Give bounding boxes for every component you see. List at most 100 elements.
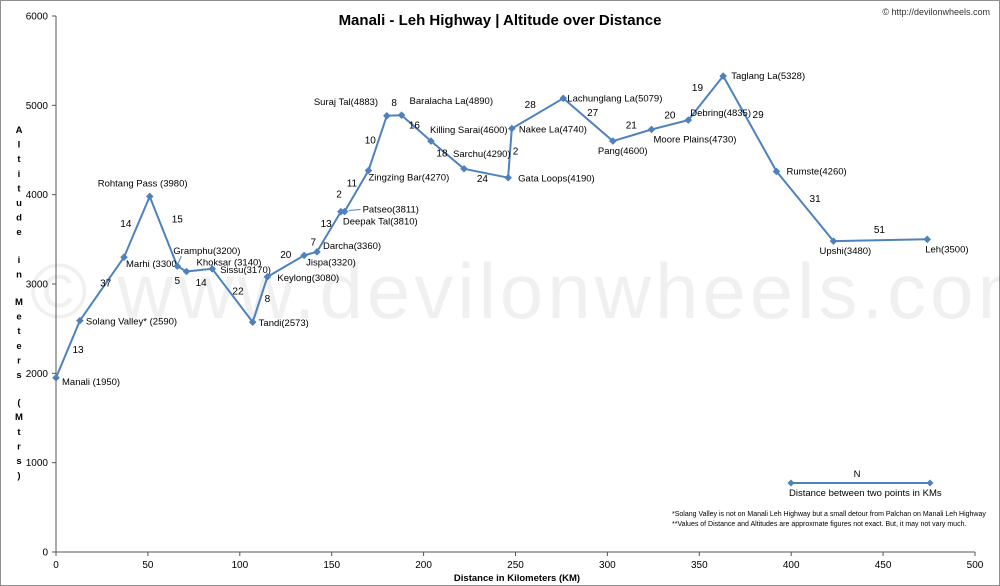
y-axis-label-char: i (18, 169, 21, 180)
data-point-label: Sarchu(4290) (453, 149, 511, 160)
x-tick-label: 300 (599, 560, 616, 571)
data-point-marker (120, 253, 128, 261)
chart-title: Manali - Leh Highway | Altitude over Dis… (339, 12, 662, 29)
data-point-marker (559, 94, 568, 103)
y-tick-label: 5000 (26, 101, 49, 112)
segment-distance-label: 5 (175, 276, 181, 287)
x-tick-label: 450 (875, 560, 892, 571)
data-point-marker (829, 237, 838, 245)
x-tick-label: 0 (53, 560, 59, 571)
data-point-label: Deepak Tal(3810) (343, 217, 418, 228)
segment-distance-label: 13 (72, 345, 84, 356)
data-point-label: Gata Loops(4190) (518, 174, 595, 185)
y-axis-label-char: r (17, 355, 21, 366)
copyright-text: © http://devilonwheels.com (882, 7, 990, 17)
data-point-label: Nakee La(4740) (519, 125, 587, 136)
data-point-label: Killing Sarai(4600) (430, 125, 508, 136)
data-point-label: Pang(4600) (598, 146, 648, 157)
data-point-label: Moore Plains(4730) (654, 134, 737, 145)
data-point-label: Baralacha La(4890) (410, 96, 493, 107)
data-point-label: Leh(3500) (925, 244, 968, 255)
data-point-label: Patseo(3811) (363, 205, 419, 216)
legend-marker-left (787, 479, 795, 487)
data-point-marker (460, 164, 468, 173)
x-tick-label: 200 (415, 560, 432, 571)
data-point-marker (504, 173, 512, 182)
segment-distance-label: 16 (409, 121, 421, 132)
data-point-marker (340, 207, 349, 216)
data-point-label: Manali (1950) (62, 377, 120, 388)
segment-distance-label: 19 (692, 83, 704, 94)
data-point-label: Darcha(3360) (323, 241, 381, 252)
y-axis-label-char: ( (17, 398, 21, 409)
x-tick-label: 400 (783, 560, 800, 571)
label-pointer-line (177, 255, 182, 264)
data-point-marker (427, 137, 435, 145)
data-point-label: Gramphu(3200) (173, 246, 240, 257)
y-axis-label-char: M (15, 412, 23, 423)
y-axis-label-char: t (17, 183, 21, 194)
y-axis-label-char: e (16, 227, 21, 238)
y-tick-label: 2000 (26, 369, 49, 380)
segment-distance-label: 24 (477, 174, 489, 185)
x-tick-label: 350 (691, 560, 708, 571)
x-tick-label: 50 (142, 560, 154, 571)
data-point-marker (772, 167, 781, 176)
y-axis-label-char: n (16, 269, 22, 280)
y-axis-label-char: d (16, 213, 22, 224)
x-tick-label: 100 (231, 560, 248, 571)
label-pointer-line (348, 209, 361, 212)
x-tick-label: 250 (507, 560, 524, 571)
data-point-marker (182, 267, 191, 276)
data-point-marker (145, 192, 154, 201)
segment-distance-label: 15 (172, 214, 184, 225)
data-point-label: Tandi(2573) (259, 318, 309, 329)
data-point-label: Lachunglang La(5079) (567, 93, 662, 104)
y-axis-label-char: M (15, 297, 23, 308)
segment-distance-label: 2 (336, 189, 342, 200)
legend-text: Distance between two points in KMs (789, 488, 942, 499)
y-axis-label-char: e (16, 312, 21, 323)
data-point-label: Rumste(4260) (786, 166, 846, 177)
segment-distance-label: 31 (810, 194, 822, 205)
footnote-approximate: **Values of Distance and Altitudes are a… (672, 521, 966, 528)
data-point-marker (609, 137, 617, 145)
data-point-marker (684, 116, 693, 124)
data-point-label: Taglang La(5328) (731, 71, 805, 82)
altitude-series: Manali (1950) Solang Valley* (2590) Marhi … (52, 71, 969, 388)
y-axis-label-char: t (17, 427, 21, 438)
legend-symbol: N (854, 469, 861, 480)
data-point-label: Solang Valley* (2590) (86, 317, 177, 328)
segment-distance-label: 21 (626, 121, 638, 132)
data-point-marker (647, 125, 656, 134)
segment-distance-label: 2 (513, 146, 519, 157)
footnote-solang: *Solang Valley is not on Manali Leh High… (672, 511, 986, 518)
y-axis-label-char: ) (17, 471, 20, 482)
segment-distance-label: 20 (664, 111, 676, 122)
y-axis-label-char: s (16, 370, 21, 381)
y-axis-label-char: l (18, 140, 21, 151)
y-axis-label-char: s (16, 456, 21, 467)
data-point-marker (248, 318, 257, 326)
data-point-marker (52, 374, 60, 382)
data-point-marker (173, 262, 182, 270)
segment-distance-label: 8 (265, 294, 271, 305)
y-axis-label-char: A (16, 125, 23, 136)
data-point-label: Marhi (3300 (126, 259, 177, 270)
data-point-label: Zingzing Bar(4270) (368, 173, 449, 184)
data-point-marker (76, 316, 84, 325)
data-point-label: Khoksar (3140) (196, 257, 261, 268)
segment-distance-label: 51 (874, 225, 886, 236)
segment-distance-label: 11 (347, 179, 358, 190)
segment-distance-label: 29 (753, 110, 765, 121)
data-point-marker (263, 273, 272, 281)
data-point-marker (397, 111, 406, 119)
y-tick-label: 4000 (26, 190, 49, 201)
data-point-label: Debring(4835) (690, 108, 751, 119)
data-point-label: Jispa(3320) (306, 257, 356, 268)
